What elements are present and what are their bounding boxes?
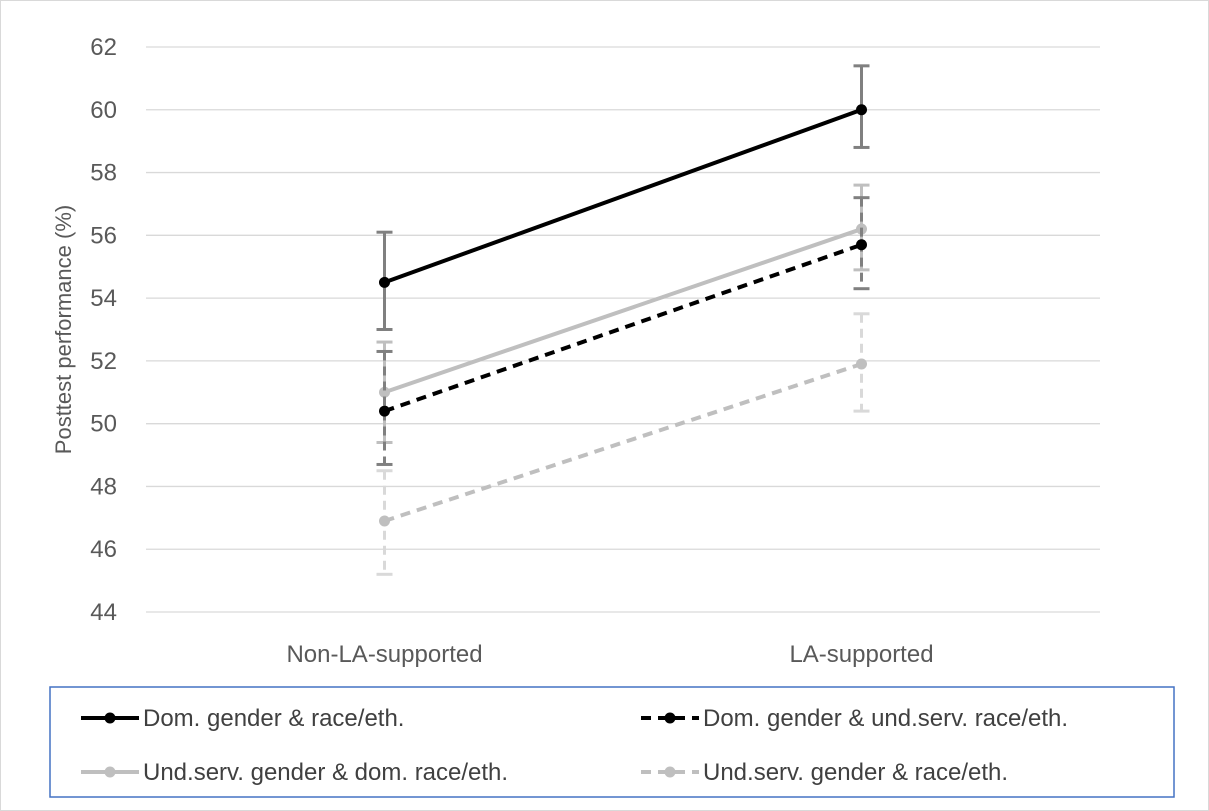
data-point xyxy=(379,515,390,527)
y-tick-label: 62 xyxy=(90,34,117,61)
y-tick-label: 48 xyxy=(90,473,117,500)
y-tick-label: 50 xyxy=(90,411,117,438)
series-line xyxy=(383,107,863,285)
legend-label: Dom. gender & und.serv. race/eth. xyxy=(703,705,1068,732)
legend-item: Und.serv. gender & dom. race/eth. xyxy=(81,759,508,786)
legend-label: Und.serv. gender & race/eth. xyxy=(703,759,1008,786)
x-tick-label: Non-LA-supported xyxy=(286,641,482,668)
data-point xyxy=(856,358,867,370)
y-tick-label: 56 xyxy=(90,222,117,249)
legend: Dom. gender & race/eth. Dom. gender & und… xyxy=(49,686,1175,798)
series-2 xyxy=(376,196,870,466)
legend-box xyxy=(49,686,1175,798)
legend-swatch-marker xyxy=(104,766,116,778)
data-point xyxy=(379,276,390,288)
data-point xyxy=(856,104,867,116)
legend-swatch-marker xyxy=(664,766,676,778)
legend-swatch-marker xyxy=(104,712,116,724)
data-point xyxy=(379,386,390,398)
y-tick-label: 54 xyxy=(90,285,117,312)
legend-label: Und.serv. gender & dom. race/eth. xyxy=(143,759,508,786)
y-tick-label: 58 xyxy=(90,160,117,187)
data-point xyxy=(856,239,867,251)
legend-swatch-marker xyxy=(664,712,676,724)
series-4 xyxy=(376,312,870,576)
gridlines xyxy=(146,46,1100,613)
legend-item: Und.serv. gender & race/eth. xyxy=(641,759,1008,786)
series-line xyxy=(383,227,863,395)
y-tick-label: 60 xyxy=(90,97,117,124)
series-3 xyxy=(376,183,870,444)
y-tick-label: 44 xyxy=(90,599,117,626)
error-bar xyxy=(376,349,393,466)
y-tick-label: 52 xyxy=(90,348,117,375)
x-tick-label: LA-supported xyxy=(789,641,933,668)
legend-item: Dom. gender & und.serv. race/eth. xyxy=(641,705,1068,732)
series-layer xyxy=(376,64,870,576)
legend-item: Dom. gender & race/eth. xyxy=(81,705,404,732)
y-axis-title: Posttest performance (%) xyxy=(51,205,76,454)
data-point xyxy=(379,405,390,417)
legend-label: Dom. gender & race/eth. xyxy=(143,705,404,732)
series-1 xyxy=(376,64,870,331)
y-tick-label: 46 xyxy=(90,536,117,563)
x-tick-labels: Non-LA-supported LA-supported xyxy=(286,641,933,668)
y-tick-labels: 44 46 48 50 52 54 56 58 60 62 xyxy=(90,34,117,626)
